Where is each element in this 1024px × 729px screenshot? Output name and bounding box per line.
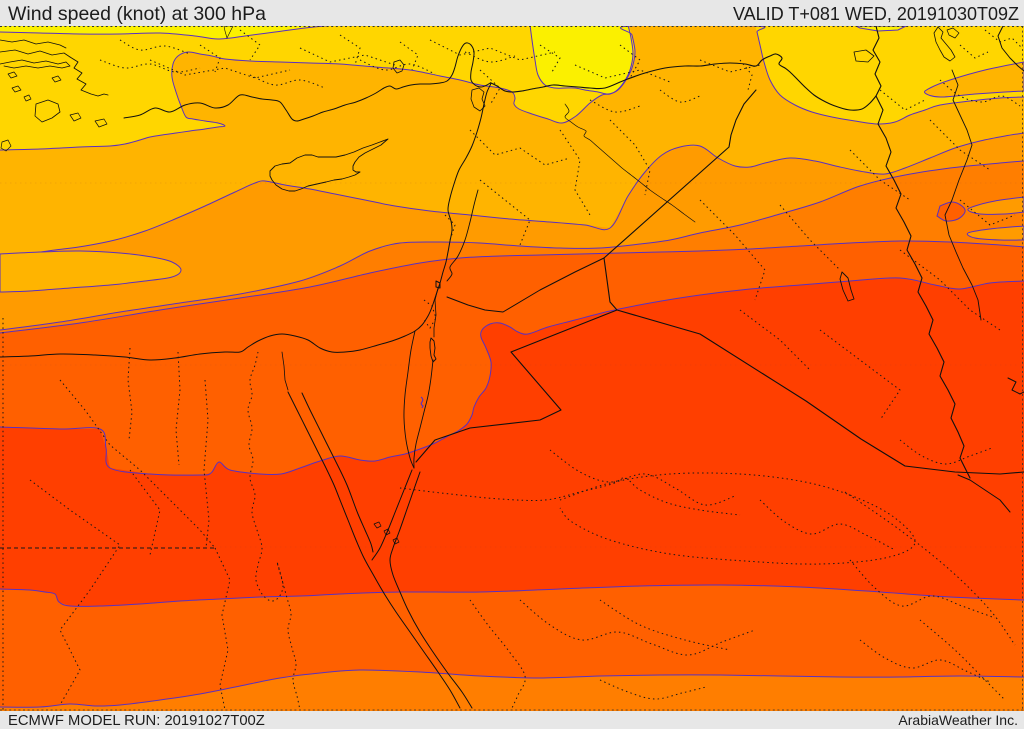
svg-text:VALID T+081 WED, 20191030T09Z: VALID T+081 WED, 20191030T09Z — [733, 4, 1019, 24]
svg-text:ECMWF MODEL RUN: 20191027T00Z: ECMWF MODEL RUN: 20191027T00Z — [8, 713, 265, 729]
svg-text:Wind speed (knot) at 300 hPa: Wind speed (knot) at 300 hPa — [8, 3, 266, 25]
svg-text:ArabiaWeather Inc.: ArabiaWeather Inc. — [898, 712, 1018, 728]
